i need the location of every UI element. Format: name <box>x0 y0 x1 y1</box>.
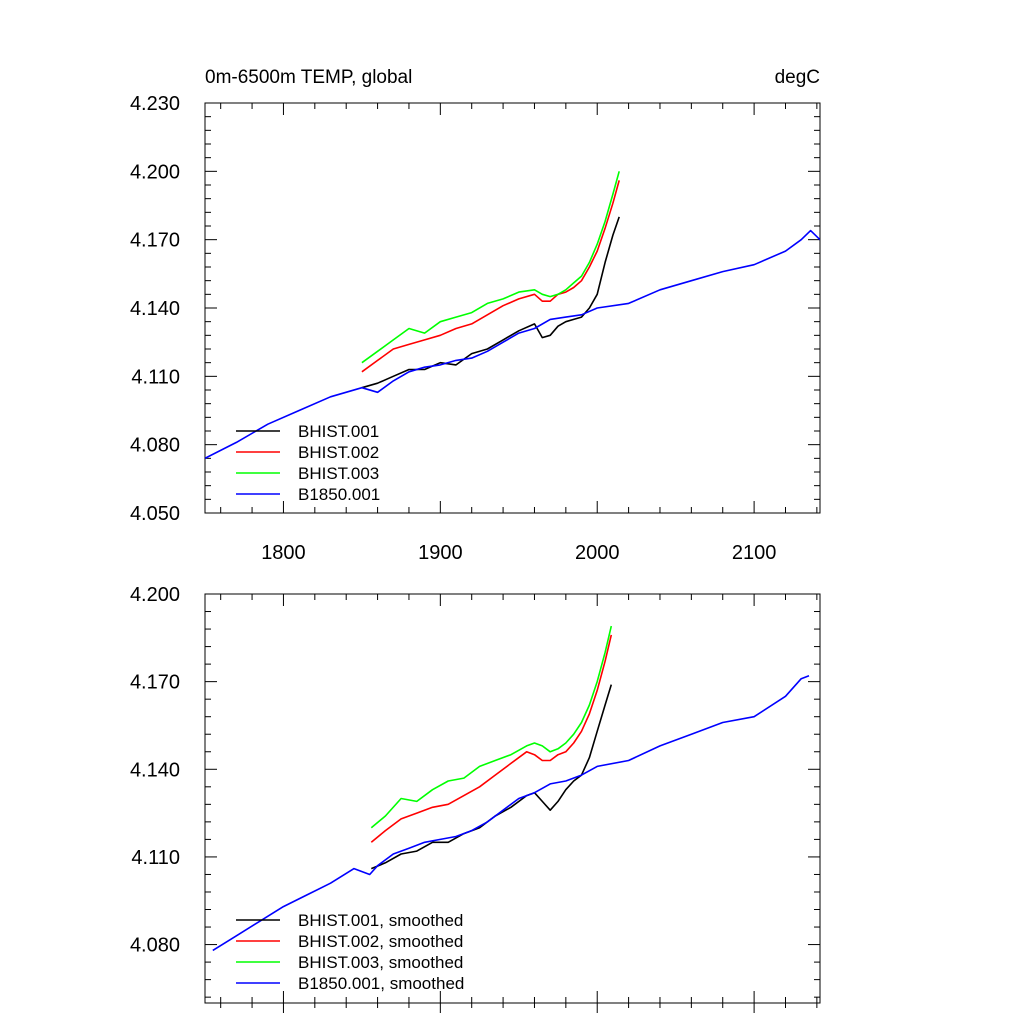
legend-label: BHIST.001 <box>298 422 379 441</box>
y-tick-label: 4.200 <box>130 584 180 606</box>
plot-frame <box>204 593 821 1004</box>
y-tick-label: 4.170 <box>130 230 180 252</box>
y-tick-label: 4.140 <box>130 298 180 320</box>
y-tick-label: 4.230 <box>130 93 180 115</box>
legend-label: B1850.001, smoothed <box>298 974 464 993</box>
legend-label: BHIST.003, smoothed <box>298 953 463 972</box>
x-tick-label: 1800 <box>261 542 306 564</box>
series-line <box>205 229 820 460</box>
legend-label: B1850.001 <box>298 485 380 504</box>
y-tick-label: 4.200 <box>130 161 180 183</box>
legend-label: BHIST.003 <box>298 464 379 483</box>
chart-title: 0m-6500m TEMP, global <box>205 67 412 88</box>
series-line <box>361 180 620 373</box>
legend-label: BHIST.001, smoothed <box>298 911 463 930</box>
series-line <box>370 625 613 829</box>
series-line <box>361 171 620 364</box>
legend-label: BHIST.002, smoothed <box>298 932 463 951</box>
series-line <box>212 675 810 952</box>
y-tick-label: 4.110 <box>131 847 180 869</box>
y-tick-label: 4.170 <box>130 672 180 694</box>
series-line <box>370 634 613 843</box>
series-group <box>205 171 820 460</box>
units-label: degC <box>775 67 820 88</box>
y-tick-label: 4.110 <box>131 366 180 388</box>
top-panel: 4.050 4.080 4.110 4.140 4.170 4.200 4.230 1800 1… <box>130 67 821 564</box>
x-tick-label: 2000 <box>575 542 620 564</box>
y-tick-label: 4.080 <box>130 935 180 957</box>
y-tick-label: 4.050 <box>130 503 180 525</box>
bottom-panel: 4.080 4.110 4.140 4.170 4.200 BHIST.001, smoo… <box>130 584 821 1013</box>
y-tick-label: 4.140 <box>130 759 180 781</box>
x-tick-label: 1900 <box>418 542 463 564</box>
y-tick-label: 4.080 <box>130 435 180 457</box>
x-tick-label: 2100 <box>732 542 777 564</box>
legend-label: BHIST.002 <box>298 443 379 462</box>
series-group <box>212 625 810 952</box>
